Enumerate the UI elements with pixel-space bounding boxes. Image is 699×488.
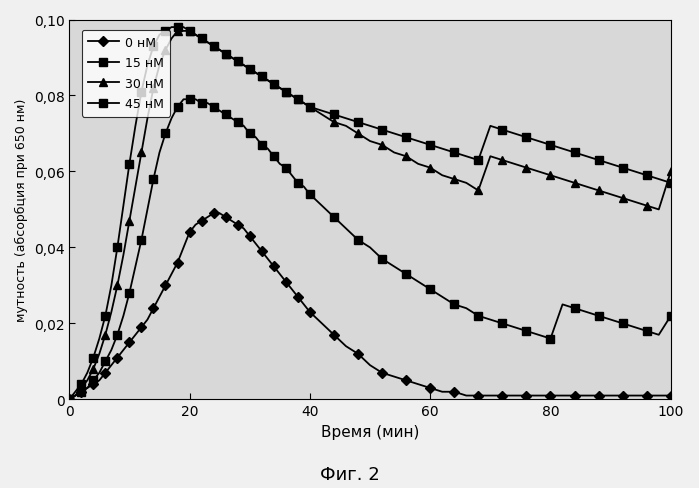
45 нМ xyxy=(167,25,175,31)
30 нМ xyxy=(342,123,350,129)
0 нМ xyxy=(65,397,73,403)
30 нМ xyxy=(667,169,675,175)
Line: 45 нМ: 45 нМ xyxy=(65,24,675,404)
45 нМ xyxy=(667,181,675,186)
45 нМ xyxy=(192,33,200,39)
30 нМ xyxy=(630,200,639,205)
15 нМ xyxy=(180,97,188,103)
45 нМ xyxy=(474,158,482,163)
0 нМ xyxy=(630,393,639,399)
0 нМ xyxy=(185,230,194,236)
0 нМ xyxy=(77,389,85,395)
45 нМ xyxy=(342,116,350,122)
30 нМ xyxy=(77,385,85,391)
30 нМ xyxy=(192,33,200,39)
30 нМ xyxy=(275,86,284,92)
0 нМ xyxy=(210,211,218,217)
0 нМ xyxy=(342,344,350,349)
30 нМ xyxy=(65,397,73,403)
Line: 0 нМ: 0 нМ xyxy=(66,210,675,403)
15 нМ xyxy=(630,325,639,330)
Y-axis label: мутность (абсорбция при 650 нм): мутность (абсорбция при 650 нм) xyxy=(15,99,28,322)
Line: 15 нМ: 15 нМ xyxy=(65,96,675,404)
15 нМ xyxy=(342,226,350,232)
0 нМ xyxy=(474,393,482,399)
Text: Фиг. 2: Фиг. 2 xyxy=(319,465,380,483)
Legend: 0 нМ, 15 нМ, 30 нМ, 45 нМ: 0 нМ, 15 нМ, 30 нМ, 45 нМ xyxy=(82,30,171,117)
15 нМ xyxy=(667,313,675,319)
X-axis label: Время (мин): Время (мин) xyxy=(321,424,419,439)
15 нМ xyxy=(192,97,200,103)
30 нМ xyxy=(474,188,482,194)
15 нМ xyxy=(474,313,482,319)
Line: 30 нМ: 30 нМ xyxy=(65,28,675,404)
45 нМ xyxy=(65,397,73,403)
0 нМ xyxy=(275,271,284,277)
15 нМ xyxy=(77,389,85,395)
15 нМ xyxy=(275,162,284,167)
15 нМ xyxy=(65,397,73,403)
0 нМ xyxy=(667,393,675,399)
45 нМ xyxy=(275,86,284,92)
45 нМ xyxy=(630,169,639,175)
30 нМ xyxy=(173,29,182,35)
45 нМ xyxy=(77,382,85,387)
